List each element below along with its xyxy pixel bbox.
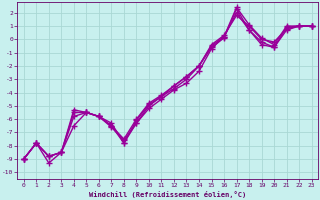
X-axis label: Windchill (Refroidissement éolien,°C): Windchill (Refroidissement éolien,°C)	[89, 191, 246, 198]
